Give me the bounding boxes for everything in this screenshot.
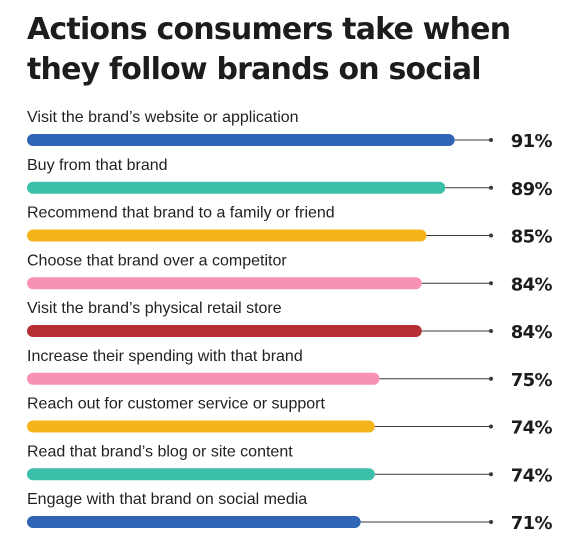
leader-dot <box>489 138 493 142</box>
leader-dot <box>489 281 493 286</box>
bar-value-label: 89% <box>511 179 553 200</box>
leader-dot <box>489 329 493 333</box>
bar <box>27 468 375 481</box>
chart-title: Actions consumers take when they follow … <box>27 12 511 87</box>
bar <box>27 277 422 290</box>
leader-dot <box>489 376 493 381</box>
bar <box>27 134 455 146</box>
bar <box>27 181 446 194</box>
bar <box>27 516 361 528</box>
bar-label: Reach out for customer service or suppor… <box>27 396 325 413</box>
bar <box>27 420 375 433</box>
bar-label: Visit the brand’s physical retail store <box>27 300 282 317</box>
bar-value-label: 74% <box>511 418 553 439</box>
bar-label: Read that brand’s blog or site content <box>27 443 293 460</box>
bar <box>27 372 380 385</box>
bar <box>27 325 422 337</box>
leader-dot <box>489 424 493 429</box>
bar <box>27 229 427 242</box>
leader-dot <box>489 185 493 190</box>
bar-value-label: 75% <box>511 370 553 391</box>
leader-dot <box>489 472 493 477</box>
bar-value-label: 84% <box>511 274 553 295</box>
bar-label: Engage with that brand on social media <box>27 491 307 508</box>
bar-value-label: 84% <box>511 322 553 343</box>
bar-value-label: 74% <box>511 465 553 486</box>
bar-label: Increase their spending with that brand <box>27 348 303 365</box>
leader-dot <box>489 520 493 524</box>
bar-label: Visit the brand’s website or application <box>27 109 299 126</box>
bar-label: Buy from that brand <box>27 157 168 174</box>
bar-label: Choose that brand over a competitor <box>27 252 287 269</box>
bar-value-label: 71% <box>511 513 553 534</box>
bar-label: Recommend that brand to a family or frie… <box>27 205 335 222</box>
bar-value-label: 91% <box>511 131 553 152</box>
leader-dot <box>489 233 493 238</box>
bar-value-label: 85% <box>511 227 553 248</box>
